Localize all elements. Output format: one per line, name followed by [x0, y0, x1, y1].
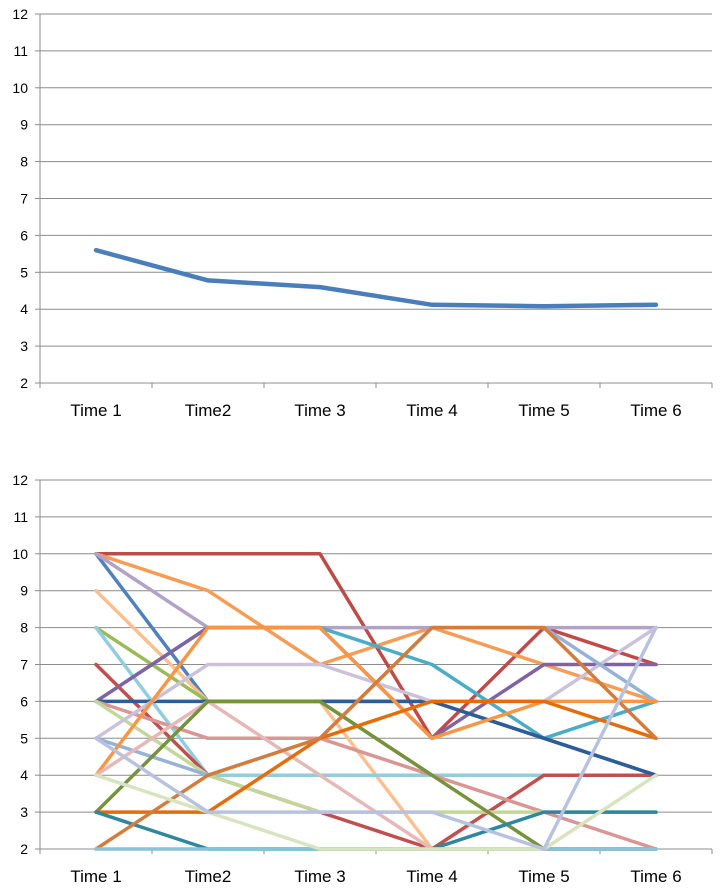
x-tick-label: Time 3	[294, 867, 345, 886]
y-tick-label: 8	[20, 154, 28, 170]
y-tick-label: 7	[20, 191, 28, 207]
x-tick-label: Time 6	[630, 867, 681, 886]
top-line-chart: 2 3 4 5 6 7 8 9 10 11 12 Time 1 Time2 Time 3 Time 4 Tim…	[12, 6, 713, 420]
y-tick-label: 6	[20, 227, 28, 243]
x-tick-label: Time2	[185, 867, 232, 886]
series-line	[93, 247, 659, 309]
y-tick-label: 10	[12, 80, 28, 96]
y-tick-label: 12	[12, 6, 28, 22]
y-tick-label: 9	[20, 583, 28, 599]
y-tick-label: 9	[20, 117, 28, 133]
x-tick-label: Time 5	[518, 867, 569, 886]
series-line	[94, 773, 658, 851]
x-tick-label: Time 1	[70, 401, 121, 420]
x-tick-label: Time 4	[406, 401, 457, 420]
y-tick-label: 2	[20, 375, 28, 391]
y-tick-label: 4	[20, 767, 28, 783]
series-line	[94, 699, 658, 777]
y-tick-label: 3	[20, 804, 28, 820]
x-tick-label: Time 3	[294, 401, 345, 420]
y-tick-label: 2	[20, 841, 28, 857]
y-tick-label: 5	[20, 264, 28, 280]
y-tick-label: 11	[13, 509, 28, 525]
x-tick-label: Time 1	[70, 867, 121, 886]
y-tick-label: 12	[12, 472, 28, 488]
x-tick-label: Time 4	[406, 867, 457, 886]
y-tick-label: 10	[12, 546, 28, 562]
y-tick-label: 3	[20, 338, 28, 354]
x-tick-label: Time2	[185, 401, 232, 420]
series-line	[94, 699, 658, 851]
y-tick-label: 4	[20, 301, 28, 317]
series-line	[94, 625, 658, 851]
series-line	[94, 662, 658, 851]
bottom-line-chart: 2 3 4 5 6 7 8 9 10 11 12 Time 1 Time2 Time 3 Time 4 Tim…	[12, 472, 713, 886]
series-line	[94, 552, 658, 630]
series-line	[94, 625, 658, 851]
y-tick-label: 11	[13, 43, 28, 59]
series-line	[94, 699, 658, 814]
x-tick-label: Time 6	[630, 401, 681, 420]
x-tick-label: Time 5	[518, 401, 569, 420]
y-tick-label: 7	[20, 657, 28, 673]
y-tick-label: 8	[20, 620, 28, 636]
y-tick-label: 6	[20, 693, 28, 709]
y-tick-label: 5	[20, 730, 28, 746]
